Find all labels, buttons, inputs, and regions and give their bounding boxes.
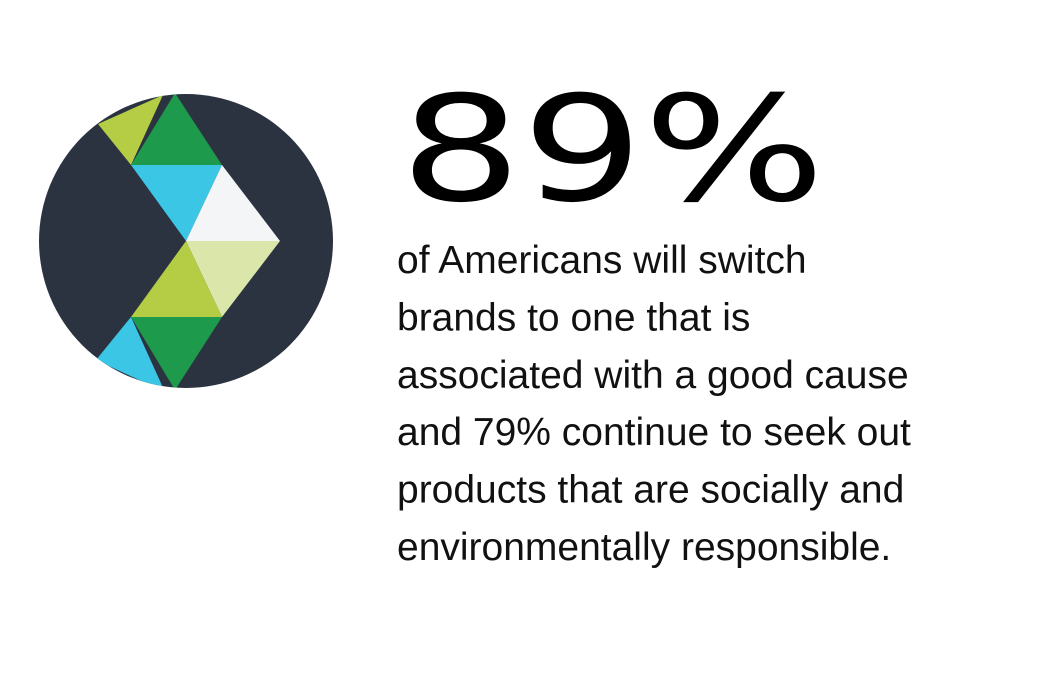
stat-value: 89% xyxy=(400,65,825,235)
logo xyxy=(39,94,333,388)
description-line: environmentally responsible. xyxy=(397,526,891,569)
description-line: and 79% continue to seek out xyxy=(397,411,911,454)
description: of Americans will switch brands to one th… xyxy=(397,239,911,569)
description-line: associated with a good cause xyxy=(397,354,909,397)
description-line: brands to one that is xyxy=(397,296,750,339)
logo-triangles xyxy=(96,94,280,388)
description-line: products that are socially and xyxy=(397,469,904,512)
description-line: of Americans will switch xyxy=(397,239,807,282)
